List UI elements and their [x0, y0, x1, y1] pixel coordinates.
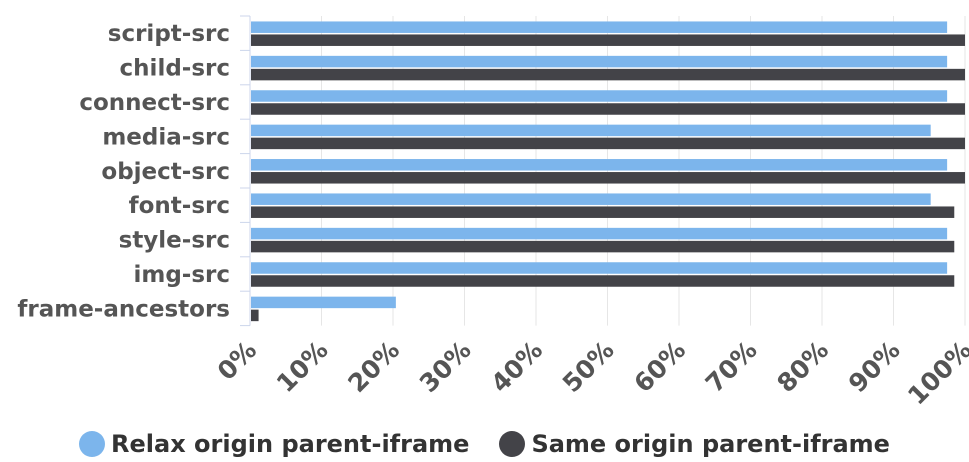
legend-item-same[interactable]: Same origin parent-iframe: [499, 430, 890, 458]
bar-media-src-relax[interactable]: [251, 124, 931, 137]
bar-connect-src-same[interactable]: [251, 103, 965, 115]
category-label: font-src: [129, 193, 230, 219]
legend-label-same: Same origin parent-iframe: [531, 430, 890, 458]
legend-label-relax: Relax origin parent-iframe: [111, 430, 470, 458]
y-axis: [240, 15, 251, 327]
bar-font-src-relax[interactable]: [251, 193, 931, 205]
x-tick-label: 40%: [485, 335, 548, 398]
legend: Relax origin parent-iframe Same origin p…: [0, 430, 969, 458]
bars: [251, 21, 965, 322]
x-tick-label: 30%: [414, 335, 477, 398]
bar-font-src-same[interactable]: [251, 206, 955, 218]
x-tick-label: 60%: [628, 335, 691, 398]
bar-script-src-relax[interactable]: [251, 21, 948, 33]
category-label: img-src: [133, 262, 230, 288]
category-label: connect-src: [79, 90, 230, 116]
x-tick-label: 10%: [271, 335, 334, 398]
x-tick-label: 90%: [843, 335, 906, 398]
x-tick-labels: 0% 10% 20% 30% 40% 50% 60% 70% 80% 90%100%: [212, 335, 969, 410]
bar-object-src-relax[interactable]: [251, 159, 948, 171]
bar-style-src-relax[interactable]: [251, 227, 948, 240]
bar-script-src-same[interactable]: [251, 34, 965, 46]
category-label: media-src: [102, 124, 230, 150]
x-tick-label: 0%: [212, 335, 263, 386]
bar-style-src-same[interactable]: [251, 240, 955, 253]
bar-media-src-same[interactable]: [251, 137, 965, 150]
x-tick-label: 20%: [342, 335, 405, 398]
bar-object-src-same[interactable]: [251, 172, 965, 184]
legend-swatch-relax: [79, 431, 106, 457]
x-tick-label: 50%: [557, 335, 620, 398]
bar-child-src-relax[interactable]: [251, 55, 948, 68]
category-label: child-src: [120, 56, 230, 82]
x-tick-label: 70%: [700, 335, 763, 398]
bar-frame-ancestors-same[interactable]: [251, 309, 259, 322]
bar-child-src-same[interactable]: [251, 68, 965, 81]
category-label: style-src: [119, 228, 230, 254]
category-labels: script-src child-src connect-src media-src o…: [17, 21, 230, 322]
bar-img-src-relax[interactable]: [251, 262, 948, 274]
category-label: frame-ancestors: [17, 296, 230, 322]
legend-item-relax[interactable]: Relax origin parent-iframe: [79, 430, 469, 458]
gridlines: [249, 16, 966, 326]
x-tick-label: 80%: [771, 335, 834, 398]
legend-swatch-same: [499, 431, 526, 457]
category-label: script-src: [108, 21, 230, 47]
x-tick-label: 100%: [902, 335, 969, 410]
bar-frame-ancestors-relax[interactable]: [251, 296, 396, 309]
category-label: object-src: [101, 159, 230, 185]
bar-img-src-same[interactable]: [251, 275, 955, 287]
bar-connect-src-relax[interactable]: [251, 90, 948, 102]
